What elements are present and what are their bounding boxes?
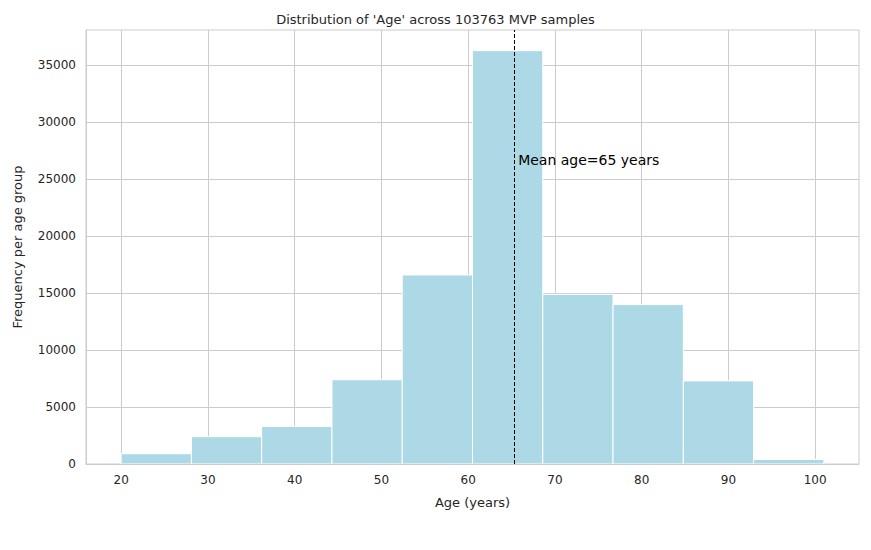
svg-text:Frequency per age group: Frequency per age group: [10, 165, 25, 328]
svg-text:30: 30: [200, 473, 215, 487]
svg-text:Age (years): Age (years): [435, 495, 510, 510]
svg-text:Mean age=65 years: Mean age=65 years: [518, 152, 659, 168]
svg-text:80: 80: [634, 473, 649, 487]
svg-text:Distribution of 'Age' across 1: Distribution of 'Age' across 103763 MVP …: [276, 12, 595, 27]
svg-text:90: 90: [721, 473, 736, 487]
svg-text:35000: 35000: [38, 58, 76, 72]
svg-text:40: 40: [287, 473, 302, 487]
svg-text:5000: 5000: [45, 400, 76, 414]
svg-text:30000: 30000: [38, 115, 76, 129]
svg-text:20: 20: [113, 473, 128, 487]
svg-text:50: 50: [374, 473, 389, 487]
svg-text:25000: 25000: [38, 172, 76, 186]
svg-text:70: 70: [547, 473, 562, 487]
svg-text:15000: 15000: [38, 286, 76, 300]
svg-text:100: 100: [804, 473, 827, 487]
svg-text:0: 0: [68, 457, 76, 471]
svg-text:10000: 10000: [38, 343, 76, 357]
svg-text:60: 60: [461, 473, 476, 487]
svg-text:20000: 20000: [38, 229, 76, 243]
